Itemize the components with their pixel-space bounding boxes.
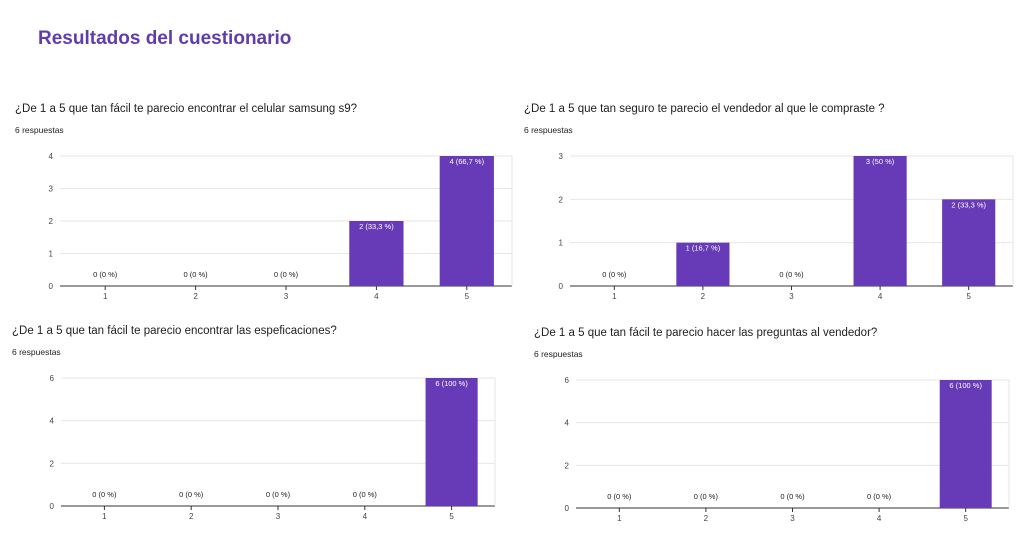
bar-chart: 0 2 4 6 1 0 (0 %) 2 0 (0 %) 3 0 (0 %) 4 0 (0 %) 5 6 (… (565, 376, 1010, 523)
data-label: 0 (0 %) (779, 270, 804, 279)
response-count: 6 respuestas (524, 125, 573, 135)
bar (939, 380, 992, 508)
x-tick-label: 5 (963, 514, 968, 523)
y-tick-label: 4 (565, 419, 570, 428)
data-label: 0 (0 %) (92, 490, 117, 499)
y-tick-label: 0 (565, 504, 570, 513)
x-tick-label: 4 (878, 292, 883, 301)
y-tick-label: 2 (559, 195, 564, 204)
response-count: 6 respuestas (15, 125, 64, 135)
x-tick-label: 2 (704, 514, 709, 523)
y-tick-label: 4 (50, 417, 55, 426)
x-tick-label: 2 (189, 512, 194, 521)
question-title: ¿De 1 a 5 que tan fácil te parecio encon… (12, 325, 337, 337)
data-label: 2 (33,3 %) (359, 222, 394, 231)
y-tick-label: 3 (49, 185, 54, 194)
x-tick-label: 1 (612, 292, 617, 301)
bar (942, 199, 996, 286)
data-label: 0 (0 %) (184, 270, 209, 279)
x-tick-label: 2 (193, 292, 198, 301)
x-tick-label: 3 (284, 292, 289, 301)
y-tick-label: 6 (50, 374, 55, 383)
data-label: 0 (0 %) (780, 492, 805, 501)
response-count: 6 respuestas (12, 347, 61, 357)
data-label: 0 (0 %) (867, 492, 892, 501)
x-tick-label: 5 (449, 512, 454, 521)
y-tick-label: 4 (49, 152, 54, 161)
y-tick-label: 6 (565, 376, 570, 385)
x-tick-label: 1 (617, 514, 622, 523)
data-label: 3 (50 %) (866, 157, 895, 166)
data-label: 0 (0 %) (353, 490, 378, 499)
data-label: 0 (0 %) (274, 270, 299, 279)
data-label: 0 (0 %) (266, 490, 291, 499)
question-title: ¿De 1 a 5 que tan fácil te parecio encon… (15, 103, 357, 115)
x-tick-label: 3 (789, 292, 794, 301)
data-label: 6 (100 %) (949, 381, 982, 390)
x-tick-label: 5 (465, 292, 470, 301)
x-tick-label: 1 (102, 512, 107, 521)
data-label: 6 (100 %) (435, 379, 468, 388)
x-tick-label: 4 (363, 512, 368, 521)
bar (676, 242, 730, 286)
x-tick-label: 4 (877, 514, 882, 523)
y-tick-label: 1 (49, 250, 54, 259)
question-title: ¿De 1 a 5 que tan seguro te parecio el v… (524, 103, 885, 115)
x-tick-label: 3 (790, 514, 795, 523)
bar (439, 156, 494, 286)
bar (349, 221, 404, 286)
data-label: 1 (16,7 %) (686, 244, 721, 253)
data-label: 0 (0 %) (602, 270, 627, 279)
data-label: 4 (66,7 %) (449, 157, 484, 166)
x-tick-label: 4 (374, 292, 379, 301)
question-title: ¿De 1 a 5 que tan fácil te parecio hacer… (534, 327, 878, 339)
x-tick-label: 5 (966, 292, 971, 301)
data-label: 0 (0 %) (694, 492, 719, 501)
data-label: 0 (0 %) (179, 490, 204, 499)
response-count: 6 respuestas (534, 349, 583, 359)
y-tick-label: 2 (49, 217, 54, 226)
bar-chart: 0 1 2 3 1 0 (0 %) 2 1 (16,7 %) 3 0 (0 %) 4 3 (50 %)… (559, 152, 1014, 301)
y-tick-label: 0 (559, 282, 564, 291)
data-label: 0 (0 %) (93, 270, 118, 279)
y-tick-label: 0 (50, 502, 55, 511)
x-tick-label: 1 (103, 292, 108, 301)
bar (853, 156, 907, 286)
data-label: 0 (0 %) (607, 492, 632, 501)
x-tick-label: 2 (701, 292, 706, 301)
y-tick-label: 1 (559, 239, 564, 248)
y-tick-label: 3 (559, 152, 564, 161)
bar-chart: 0 1 2 3 4 1 0 (0 %) 2 0 (0 %) 3 0 (0 %) 4 2 (33,3 %)… (49, 152, 513, 301)
x-tick-label: 3 (276, 512, 281, 521)
page-title: Resultados del cuestionario (38, 28, 292, 49)
y-tick-label: 2 (565, 461, 570, 470)
bar (425, 378, 478, 506)
y-tick-label: 0 (49, 282, 54, 291)
bar-chart: 0 2 4 6 1 0 (0 %) 2 0 (0 %) 3 0 (0 %) 4 0 (0 %) 5 6 (… (50, 374, 496, 521)
data-label: 2 (33,3 %) (951, 200, 986, 209)
y-tick-label: 2 (50, 459, 55, 468)
